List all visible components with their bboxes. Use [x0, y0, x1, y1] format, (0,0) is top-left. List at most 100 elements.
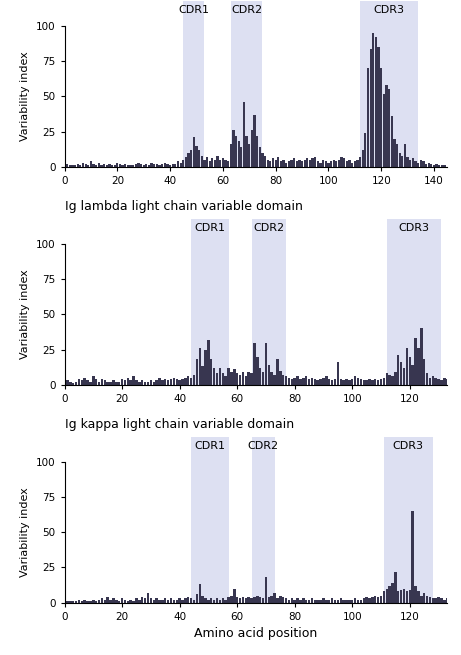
Bar — [248, 372, 250, 384]
Bar — [253, 343, 256, 384]
Bar — [434, 378, 437, 384]
Bar — [184, 599, 187, 603]
Bar — [231, 1, 262, 167]
Bar — [319, 162, 322, 167]
Bar — [429, 597, 431, 603]
Bar — [119, 164, 121, 167]
Bar — [265, 343, 267, 384]
Bar — [199, 584, 201, 603]
Y-axis label: Variability index: Variability index — [20, 487, 30, 577]
Bar — [78, 600, 80, 603]
Bar — [272, 159, 274, 167]
Bar — [109, 600, 112, 603]
X-axis label: Amino acid position: Amino acid position — [194, 627, 318, 640]
Bar — [443, 600, 445, 603]
Bar — [83, 600, 86, 603]
Bar — [210, 360, 213, 384]
Bar — [71, 165, 74, 167]
Bar — [279, 371, 282, 384]
Bar — [106, 382, 109, 384]
Bar — [193, 375, 195, 384]
Bar — [351, 600, 354, 603]
Bar — [351, 162, 353, 167]
Bar — [345, 600, 348, 603]
Bar — [440, 599, 443, 603]
Bar — [230, 372, 233, 384]
Text: CDR3: CDR3 — [393, 441, 424, 451]
Bar — [130, 381, 132, 384]
Bar — [407, 157, 409, 167]
Bar — [248, 144, 250, 167]
Bar — [425, 164, 427, 167]
Bar — [391, 376, 394, 384]
Text: CDR3: CDR3 — [399, 223, 430, 233]
Bar — [299, 379, 301, 384]
Bar — [210, 599, 213, 603]
Bar — [411, 511, 414, 603]
Bar — [201, 366, 204, 384]
Bar — [312, 159, 314, 167]
Bar — [121, 379, 123, 384]
Bar — [290, 160, 293, 167]
Bar — [89, 382, 92, 384]
Y-axis label: Variability index: Variability index — [20, 52, 30, 141]
Bar — [296, 161, 298, 167]
Bar — [207, 340, 210, 384]
Bar — [334, 600, 336, 603]
Bar — [141, 597, 143, 603]
Bar — [242, 372, 244, 384]
Bar — [190, 599, 192, 603]
Bar — [394, 572, 396, 603]
Bar — [371, 381, 373, 384]
Bar — [285, 376, 287, 384]
Bar — [262, 599, 264, 603]
Bar — [290, 599, 293, 603]
Bar — [144, 599, 146, 603]
Bar — [181, 379, 184, 384]
Bar — [411, 365, 414, 384]
Bar — [397, 591, 400, 603]
Bar — [377, 381, 379, 384]
Bar — [147, 382, 149, 384]
Bar — [93, 164, 95, 167]
Bar — [245, 376, 247, 384]
Bar — [138, 600, 141, 603]
Bar — [208, 161, 211, 167]
Bar — [380, 68, 382, 167]
Bar — [235, 136, 237, 167]
Bar — [69, 382, 71, 384]
Bar — [169, 165, 171, 167]
Bar — [106, 597, 109, 603]
Bar — [164, 599, 166, 603]
Bar — [161, 164, 163, 167]
Bar — [217, 155, 219, 167]
Bar — [240, 147, 242, 167]
Bar — [246, 136, 248, 167]
Bar — [377, 597, 379, 603]
Bar — [254, 115, 256, 167]
Bar — [179, 162, 182, 167]
Bar — [193, 138, 195, 167]
Bar — [225, 160, 227, 167]
Bar — [239, 375, 241, 384]
Bar — [346, 161, 348, 167]
Bar — [66, 381, 69, 384]
Bar — [222, 599, 224, 603]
Bar — [171, 164, 174, 167]
Bar — [256, 136, 258, 167]
Bar — [206, 157, 208, 167]
Bar — [219, 160, 221, 167]
Bar — [177, 161, 179, 167]
Bar — [248, 597, 250, 603]
Bar — [443, 165, 446, 167]
Bar — [166, 164, 169, 167]
Bar — [111, 165, 113, 167]
Bar — [383, 591, 385, 603]
Bar — [372, 33, 374, 167]
Bar — [427, 162, 430, 167]
Bar — [184, 378, 187, 384]
Bar — [191, 437, 229, 603]
Bar — [164, 379, 166, 384]
Bar — [95, 601, 97, 603]
Bar — [303, 160, 306, 167]
